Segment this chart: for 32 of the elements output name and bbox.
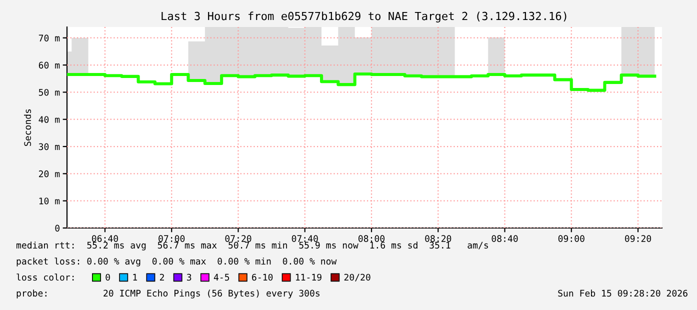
x-tick-label: 09:00 bbox=[558, 235, 584, 242]
text: median rtt: 55.2 ms avg 56.7 ms max 50.7 ms min 55.9 ms now 1.6 ms sd 35.1 am/s bbox=[16, 242, 488, 250]
x-tick-label: 08:20 bbox=[425, 235, 452, 242]
legend-label: 1 bbox=[133, 274, 138, 281]
x-tick-label: 07:40 bbox=[292, 235, 318, 242]
y-tick-label: 70 m bbox=[38, 34, 60, 42]
y-tick-label: 40 m bbox=[38, 116, 60, 123]
text: Sun Feb 15 09:28:20 2026 bbox=[558, 290, 688, 297]
legend-label: 0 bbox=[106, 274, 110, 281]
legend-label: 2 bbox=[160, 274, 164, 281]
text: packet loss: 0.00 % avg 0.00 % max 0.00 % min 0.00 % now bbox=[16, 258, 337, 266]
x-tick-label: 08:00 bbox=[358, 235, 384, 242]
x-tick-label: 09:20 bbox=[625, 235, 652, 242]
chart-title: Last 3 Hours from e05577b1b629 to NAE Target 2 (3.129.132.16) bbox=[162, 12, 566, 22]
legend-label: 20/20 bbox=[344, 274, 370, 282]
legend-label: 4-5 bbox=[214, 274, 230, 281]
y-tick-label: 30 m bbox=[38, 143, 60, 150]
x-tick-label: 06:40 bbox=[92, 235, 118, 242]
legend-title: loss color: bbox=[16, 274, 74, 281]
y-tick-label: 0 bbox=[55, 224, 60, 232]
y-tick-label: 20 m bbox=[38, 170, 60, 178]
x-tick-label: 07:20 bbox=[225, 235, 252, 242]
legend-label: 11-19 bbox=[296, 274, 322, 281]
x-tick-label: 08:40 bbox=[492, 235, 518, 242]
y-tick-label: 60 m bbox=[38, 62, 60, 69]
y-axis-title: Seconds bbox=[24, 109, 32, 146]
legend-label: 6-10 bbox=[252, 274, 273, 281]
x-tick-label: 07:00 bbox=[158, 235, 185, 242]
text: probe: 20 ICMP Echo Pings (56 Bytes) every 300s bbox=[16, 290, 320, 298]
y-tick-label: 10 m bbox=[39, 198, 60, 204]
legend-label: 3 bbox=[187, 274, 192, 281]
y-tick-label: 50 m bbox=[38, 88, 60, 96]
